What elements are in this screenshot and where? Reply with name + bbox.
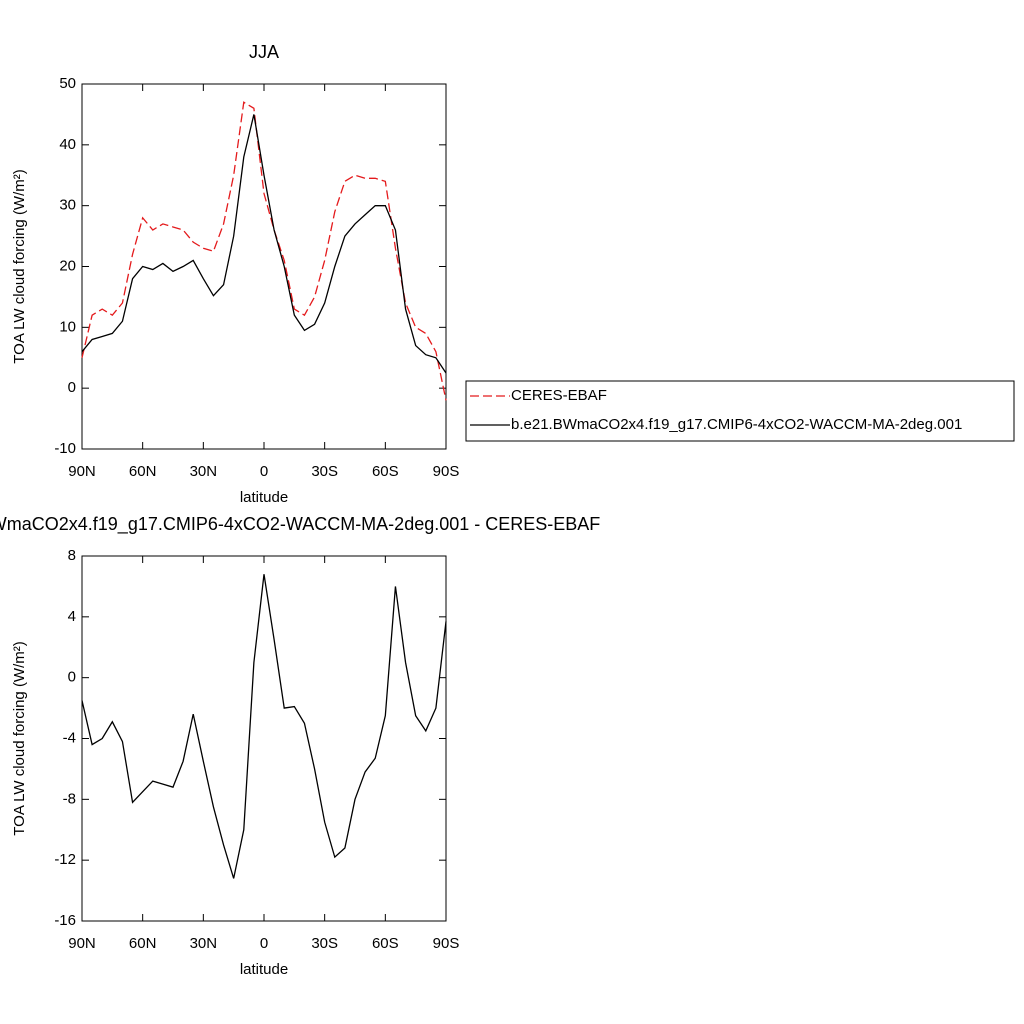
x-tick-label: 90N <box>68 463 96 480</box>
x-tick-label: 30N <box>190 463 218 480</box>
chart-title: b.e21.BWmaCO2x4.f19_g17.CMIP6-4xCO2-WACC… <box>0 514 600 535</box>
x-tick-label: 90S <box>433 935 460 952</box>
y-tick-label: 8 <box>68 547 76 564</box>
plot-frame <box>81 83 447 450</box>
legend-box <box>465 380 1015 442</box>
y-tick-label: -16 <box>54 912 76 929</box>
y-tick-label: 40 <box>59 136 76 153</box>
x-tick-label: 30S <box>311 463 338 480</box>
y-tick-label: -4 <box>63 729 76 746</box>
x-tick-label: 30N <box>190 935 218 952</box>
y-axis-label: TOA LW cloud forcing (W/m²) <box>11 641 28 835</box>
x-tick-label: 90N <box>68 935 96 952</box>
y-tick-label: 0 <box>68 669 76 686</box>
x-tick-label: 0 <box>260 463 268 480</box>
data-line <box>81 101 447 401</box>
y-tick-label: 50 <box>59 75 76 92</box>
x-tick-label: 30S <box>311 935 338 952</box>
legend-label: b.e21.BWmaCO2x4.f19_g17.CMIP6-4xCO2-WACC… <box>511 416 962 433</box>
x-axis-label: latitude <box>240 489 288 506</box>
y-tick-label: 30 <box>59 197 76 214</box>
legend-label: CERES-EBAF <box>511 387 607 404</box>
plot-frame <box>81 555 447 922</box>
x-tick-label: 60N <box>129 463 157 480</box>
x-tick-label: 60N <box>129 935 157 952</box>
y-tick-label: 4 <box>68 608 76 625</box>
chart-title: JJA <box>249 42 279 62</box>
y-tick-label: 20 <box>59 257 76 274</box>
x-tick-label: 90S <box>433 463 460 480</box>
x-axis-label: latitude <box>240 961 288 978</box>
y-tick-label: 10 <box>59 318 76 335</box>
x-tick-label: 0 <box>260 935 268 952</box>
y-tick-label: -8 <box>63 790 76 807</box>
y-tick-label: -12 <box>54 851 76 868</box>
y-axis-label: TOA LW cloud forcing (W/m²) <box>11 169 28 363</box>
x-tick-label: 60S <box>372 935 399 952</box>
y-tick-label: -10 <box>54 440 76 457</box>
data-line <box>81 574 447 879</box>
data-line <box>81 114 447 374</box>
x-tick-label: 60S <box>372 463 399 480</box>
y-tick-label: 0 <box>68 379 76 396</box>
